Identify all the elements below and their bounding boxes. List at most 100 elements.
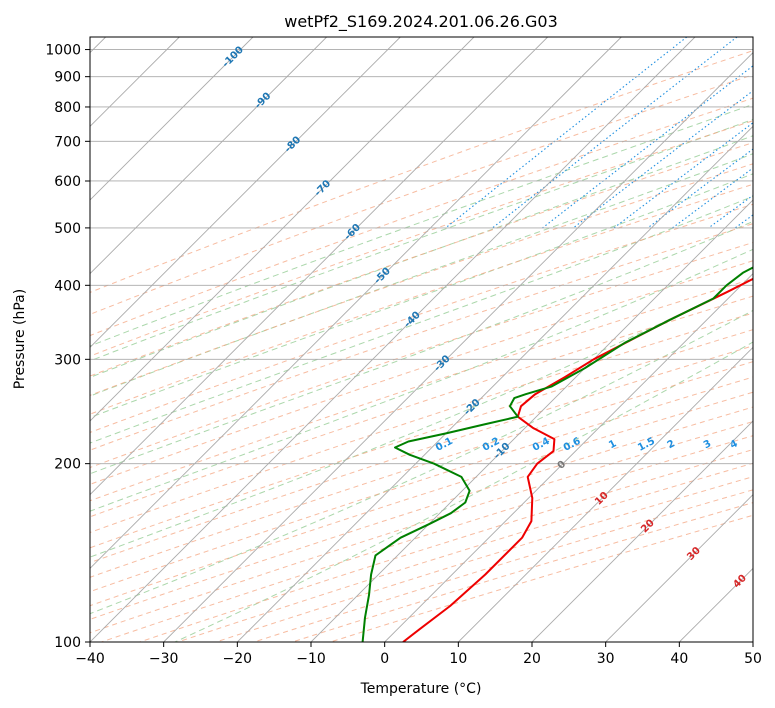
x-tick-label: 30 — [597, 651, 615, 667]
dry-adiabat-line — [90, 241, 753, 469]
x-tick-label: 0 — [380, 651, 389, 667]
isotherms — [90, 37, 753, 642]
dry-adiabat-line — [90, 295, 753, 518]
y-tick-label: 600 — [54, 174, 81, 190]
dry-adiabat-line — [90, 74, 753, 315]
dry-adiabat-line — [90, 203, 753, 433]
x-tick-label: −10 — [296, 651, 326, 667]
mixing-ratio-label: 0.6 — [562, 436, 583, 454]
isotherm-line — [752, 641, 753, 642]
moist-adiabats — [90, 103, 753, 642]
temperature-profile — [402, 277, 753, 642]
mixing-ratio-line — [708, 194, 753, 229]
x-tick-label: −40 — [75, 651, 105, 667]
mixing-ratio-label: 0.1 — [434, 436, 455, 454]
mixing-ratio-label: 2 — [666, 438, 677, 451]
x-tick-label: 20 — [523, 651, 541, 667]
isotherm-line — [310, 199, 753, 642]
isotherm-line — [90, 37, 622, 569]
moist-adiabat-line — [90, 103, 753, 347]
moist-adiabat-line — [90, 135, 753, 378]
moist-adiabat-line — [90, 173, 753, 419]
moist-adiabat-line — [90, 248, 753, 512]
y-tick-label: 1000 — [45, 43, 81, 59]
mixing-ratio-label: 0.4 — [531, 436, 552, 454]
dry-adiabat-line — [90, 312, 753, 534]
dry-adiabat-line — [90, 223, 753, 451]
dry-adiabat-line — [90, 391, 753, 607]
dry-adiabat-line — [330, 514, 753, 642]
dry-adiabat-line — [90, 50, 753, 293]
dry-adiabat-line — [90, 421, 753, 634]
isotherm-line — [384, 273, 753, 642]
mixing-ratio-label: 1 — [607, 438, 618, 451]
dry-adiabat-line — [101, 435, 753, 642]
moist-adiabat-line — [90, 309, 753, 615]
isotherm-line — [237, 125, 753, 642]
mixing-ratio-line — [613, 122, 753, 229]
dry-adiabat-line — [90, 142, 753, 377]
isotherm-line — [90, 37, 327, 275]
dry-adiabat-line — [90, 260, 753, 485]
x-axis-ticks: −40 −30 −20 −10 0 10 20 30 40 50 — [75, 642, 762, 667]
x-axis-label: Temperature (°C) — [360, 681, 482, 697]
profile-lines — [361, 266, 753, 642]
x-tick-label: 40 — [670, 651, 688, 667]
moist-adiabat-line — [90, 278, 753, 558]
y-tick-label: 200 — [54, 457, 81, 473]
isotherm-line — [90, 37, 254, 201]
y-tick-label: 100 — [54, 635, 81, 651]
dewpoint-profile — [361, 266, 753, 642]
isotherm-line — [90, 37, 548, 496]
dry-adiabat-line — [90, 329, 753, 549]
isotherm-line — [90, 37, 401, 348]
isotherm-line — [458, 346, 753, 642]
mixing-ratio-label: 3 — [702, 438, 713, 451]
mixing-ratio-line — [672, 167, 753, 229]
dry-adiabat-line — [90, 97, 753, 337]
y-tick-label: 500 — [54, 221, 81, 237]
mixing-ratio-lines — [445, 37, 753, 229]
dry-adiabat-line — [254, 489, 753, 642]
dry-adiabat-line — [90, 183, 753, 415]
y-axis-label: Pressure (hPa) — [12, 289, 28, 389]
x-tick-label: 50 — [744, 651, 762, 667]
mixing-ratio-label: 6 — [767, 438, 775, 451]
x-tick-label: −20 — [223, 651, 253, 667]
x-tick-label: −30 — [149, 651, 179, 667]
mixing-ratio-label: 4 — [728, 438, 739, 451]
isotherm-line — [90, 37, 475, 422]
dry-adiabat-line — [90, 163, 753, 396]
mixing-ratio-line — [734, 214, 753, 229]
y-tick-label: 300 — [54, 352, 81, 368]
y-axis-ticks: 100 200 300 400 500 600 700 800 900 1000 — [45, 43, 90, 651]
isotherm-line — [531, 420, 753, 642]
chart-title: wetPf2_S169.2024.201.06.26.G03 — [284, 12, 558, 32]
mixing-ratio-line — [445, 37, 688, 229]
dry-adiabat-line — [90, 278, 753, 502]
moist-adiabat-line — [90, 153, 753, 397]
y-tick-label: 800 — [54, 100, 81, 116]
isotherm-line — [90, 37, 696, 642]
dry-adiabat-line — [90, 376, 753, 593]
moist-adiabat-line — [90, 195, 753, 444]
pressure-gridlines — [90, 49, 753, 642]
moist-adiabat-line — [90, 220, 753, 475]
dry-adiabats — [90, 50, 753, 642]
isotherm-line — [163, 52, 753, 642]
mixing-ratio-line — [542, 65, 753, 229]
moist-adiabat-line — [90, 118, 753, 362]
dry-adiabat-line — [90, 120, 753, 357]
y-tick-label: 900 — [54, 70, 81, 86]
dry-adiabat-line — [90, 361, 753, 578]
plot-area: 0.10.20.40.611.52346810131620253036-100-… — [90, 37, 775, 642]
plot-frame — [89, 36, 754, 643]
y-tick-label: 700 — [54, 134, 81, 150]
isotherm-line — [605, 494, 753, 642]
dry-adiabat-line — [292, 502, 753, 642]
y-tick-label: 400 — [54, 278, 81, 294]
dry-adiabat-line — [90, 345, 753, 564]
dry-adiabat-line — [177, 462, 753, 642]
x-tick-label: 10 — [449, 651, 467, 667]
